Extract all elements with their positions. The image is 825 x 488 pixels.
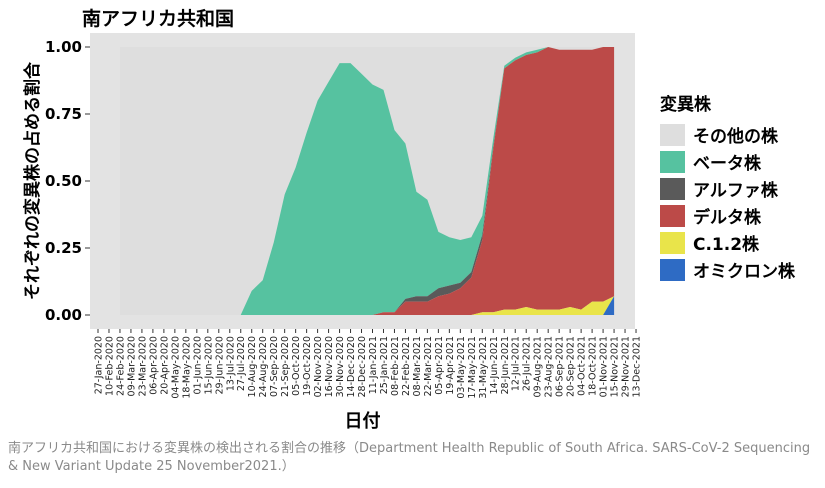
legend-label: オミクロン株 — [693, 262, 795, 282]
x-tick-label: 12-Jul-2021 — [511, 336, 522, 391]
legend-label: アルファ株 — [693, 181, 778, 201]
chart-title: 南アフリカ共和国 — [82, 8, 235, 30]
legend-swatch — [660, 258, 685, 281]
x-tick-label: 18-May-2020 — [181, 336, 192, 399]
x-tick-label: 30-Nov-2020 — [335, 336, 346, 397]
x-tick-label: 05-Apr-2021 — [434, 336, 445, 395]
legend-label: ベータ株 — [693, 154, 761, 174]
x-tick-label: 06-Sep-2021 — [555, 336, 566, 397]
area-C.1.2株 — [120, 296, 615, 315]
legend-item: デルタ株 — [660, 202, 795, 229]
legend-item: その他の株 — [660, 121, 795, 148]
legend-item: ベータ株 — [660, 148, 795, 175]
x-tick-label: 28-Dec-2020 — [357, 336, 368, 398]
area-ベータ株 — [120, 47, 615, 315]
x-tick-label: 23-Aug-2021 — [544, 336, 555, 397]
x-tick-label: 09-Aug-2021 — [533, 336, 544, 397]
x-tick-label: 06-Apr-2020 — [148, 336, 159, 395]
legend-swatch — [660, 204, 685, 227]
x-tick-label: 04-Oct-2021 — [577, 336, 588, 396]
y-tick-label: 0.25 — [45, 239, 82, 257]
x-tick-label: 22-Mar-2021 — [423, 336, 434, 396]
legend-label: その他の株 — [693, 127, 778, 147]
x-tick-label: 19-Apr-2021 — [445, 336, 456, 395]
y-tick-label: 0.00 — [45, 306, 82, 324]
y-tick-label: 0.50 — [45, 172, 82, 190]
legend-item: オミクロン株 — [660, 256, 795, 283]
x-tick-label: 20-Apr-2020 — [159, 336, 170, 395]
x-tick-label: 24-Aug-2020 — [258, 336, 269, 397]
legend: 変異株 その他の株ベータ株アルファ株デルタ株 C.1.2株オミクロン株 — [660, 90, 795, 283]
x-tick-label: 14-Dec-2020 — [346, 336, 357, 398]
legend-swatch — [660, 150, 685, 173]
x-tick-label: 24-Feb-2020 — [115, 336, 126, 396]
x-tick-label: 31-May-2021 — [478, 336, 489, 399]
chart-area: 0.00 0.25 0.50 0.75 1.00 27-Jan-2020 10-Feb-20… — [22, 33, 643, 432]
x-tick-label: 15-Nov-2021 — [610, 336, 621, 397]
x-tick-label: 13-Dec-2021 — [632, 336, 643, 398]
x-tick-label: 04-May-2020 — [170, 336, 181, 399]
x-tick-label: 20-Sep-2021 — [566, 336, 577, 397]
x-tick-label: 08-Mar-2021 — [412, 336, 423, 396]
x-tick-label: 27-Jul-2020 — [236, 336, 247, 391]
x-tick-label: 22-Feb-2021 — [401, 336, 412, 396]
legend-label: デルタ株 — [693, 208, 761, 228]
legend-swatch — [660, 177, 685, 200]
x-tick-label: 15-Jun-2020 — [203, 336, 214, 395]
x-tick-label: 29-Nov-2021 — [621, 336, 632, 397]
x-tick-label: 25-Jan-2021 — [379, 336, 390, 394]
x-tick-label: 18-Oct-2021 — [588, 336, 599, 396]
y-tick-label: 1.00 — [45, 38, 82, 56]
x-tick-label: 08-Feb-2021 — [390, 336, 401, 396]
x-axis-label: 日付 — [345, 410, 381, 432]
x-tick-label: 02-Nov-2020 — [313, 336, 324, 397]
x-tick-label: 01-Nov-2021 — [599, 336, 610, 397]
y-tick-label: 0.75 — [45, 105, 82, 123]
x-tick-label: 14-Jun-2021 — [489, 336, 500, 395]
x-tick-label: 11-Jan-2021 — [368, 336, 379, 394]
figure-caption: 南アフリカ共和国における変異株の検出される割合の推移（Department He… — [8, 441, 811, 474]
x-tick-label: 05-Oct-2020 — [291, 336, 302, 396]
legend-item: アルファ株 — [660, 175, 795, 202]
x-tick-label: 03-May-2021 — [456, 336, 467, 399]
x-tick-label: 07-Sep-2020 — [269, 336, 280, 397]
area-デルタ株 — [120, 47, 615, 315]
x-tick-label: 26-Jul-2021 — [522, 336, 533, 391]
x-tick-label: 21-Sep-2020 — [280, 336, 291, 397]
x-tick-label: 23-Mar-2020 — [137, 336, 148, 396]
legend-title: 変異株 — [660, 95, 711, 115]
x-tick-label: 01-Jun-2020 — [192, 336, 203, 395]
x-tick-label: 10-Aug-2020 — [247, 336, 258, 397]
x-tick-label: 13-Jul-2020 — [225, 336, 236, 391]
x-tick-label: 09-Mar-2020 — [126, 336, 137, 396]
legend-swatch — [660, 231, 685, 254]
legend-swatch — [660, 123, 685, 146]
x-tick-label: 27-Jan-2020 — [94, 336, 105, 394]
legend-label: C.1.2株 — [693, 235, 760, 255]
x-tick-label: 10-Feb-2020 — [104, 336, 115, 396]
area-その他の株 — [120, 47, 615, 315]
x-tick-label: 16-Nov-2020 — [324, 336, 335, 397]
x-tick-label: 29-Jun-2020 — [214, 336, 225, 395]
x-tick-label: 17-May-2021 — [467, 336, 478, 399]
y-axis-label: それぞれの変異株の占める割合 — [22, 61, 43, 300]
x-tick-label: 28-Jun-2021 — [500, 336, 511, 395]
legend-item: C.1.2株 — [660, 229, 795, 256]
x-tick-label: 19-Oct-2020 — [302, 336, 313, 396]
